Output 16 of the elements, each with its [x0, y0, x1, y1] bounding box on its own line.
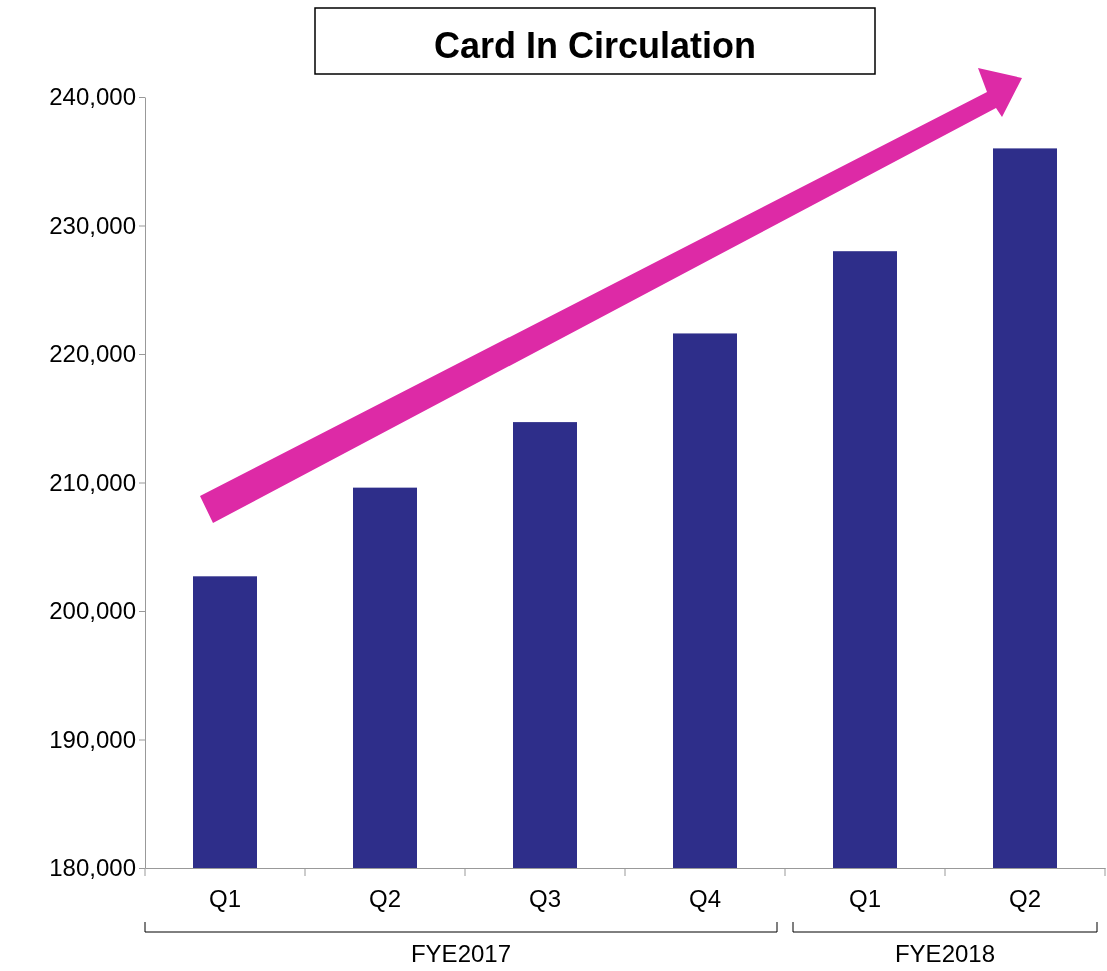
y-tick-label: 210,000	[49, 468, 136, 496]
y-tick-label: 240,000	[49, 83, 136, 111]
text: FYE2017	[410, 940, 512, 967]
x-tick-label: Q2	[1008, 885, 1042, 913]
x-tick-label: Q2	[368, 885, 402, 913]
text: FYE2018	[894, 940, 996, 967]
x-tick-label: Q3	[528, 885, 562, 913]
chart-title: Card In Circulation	[433, 25, 757, 66]
y-tick-label: 230,000	[49, 211, 136, 239]
y-tick-label: 200,000	[49, 597, 136, 625]
y-tick-label: 220,000	[49, 340, 136, 368]
y-tick-label: 180,000	[49, 854, 136, 882]
x-tick-label: Q1	[848, 885, 882, 913]
y-tick-label: 190,000	[49, 725, 136, 753]
x-tick-label: Q4	[688, 885, 722, 913]
x-tick-label: Q1	[208, 885, 242, 913]
